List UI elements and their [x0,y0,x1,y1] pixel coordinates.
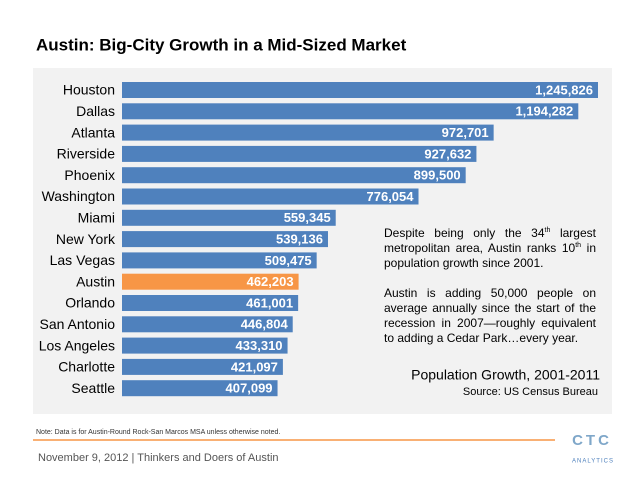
bar [122,337,288,354]
bar [122,358,283,375]
value-label: 421,097 [231,359,278,374]
bar [122,295,299,311]
annotation-text: largest metropolitan area, Austin ranks … [384,226,596,255]
source: Source: US Census Bureau [463,386,598,398]
annotation-text: in population growth since 2001. [384,241,596,270]
value-label: 1,245,826 [535,82,593,97]
bar [122,82,598,98]
caption: Population Growth, 2001-2011 [411,367,600,383]
category-label: New York [56,231,116,247]
superscript: th [575,242,582,249]
value-label: 1,194,282 [515,104,573,119]
value-label: 927,632 [424,146,471,161]
category-label: Houston [63,82,115,98]
value-label: 539,136 [276,232,323,247]
bar [122,380,278,397]
value-label: 461,001 [246,295,293,310]
chart-title: Austin: Big-City Growth in a Mid-Sized M… [36,35,407,54]
category-label: Las Vegas [50,252,115,268]
footer: November 9, 2012 | Thinkers and Doers of… [38,452,279,464]
bar [122,316,293,333]
category-label: Seattle [71,380,115,396]
annotation-paragraph: Despite being only the 34th largest metr… [384,226,596,271]
bar [122,188,419,205]
value-label: 559,345 [284,210,331,225]
category-label: Dallas [76,103,115,119]
bar [122,252,317,269]
bar [122,209,336,226]
value-label: 509,475 [265,253,312,268]
category-label: Atlanta [71,124,115,140]
value-label: 972,701 [442,125,489,140]
bar [122,124,494,141]
bar [122,231,328,248]
superscript: th [544,227,551,234]
note: Note: Data is for Austin-Round Rock-San … [36,429,280,436]
category-label: Riverside [57,146,116,162]
category-label: Orlando [65,295,115,311]
value-label: 462,203 [247,274,294,289]
logo-mark: CTC [572,432,612,449]
logo-text: ANALYTICS [572,459,614,465]
bar [122,103,579,120]
category-label: Charlotte [58,359,115,375]
category-label: San Antonio [39,316,115,332]
value-label: 433,310 [236,338,283,353]
bar [122,273,299,290]
value-label: 407,099 [226,381,273,396]
category-label: Los Angeles [39,337,115,353]
category-label: Washington [42,188,115,204]
value-label: 776,054 [367,189,415,204]
category-label: Miami [78,210,115,226]
value-label: 446,804 [241,317,289,332]
annotation-paragraph: Austin is adding 50,000 people on averag… [384,286,596,345]
annotation-text: Despite being only the 34 [384,226,545,240]
bar [122,145,477,162]
bar [122,167,466,184]
category-label: Phoenix [64,167,115,183]
category-label: Austin [76,273,115,289]
value-label: 899,500 [414,168,461,183]
